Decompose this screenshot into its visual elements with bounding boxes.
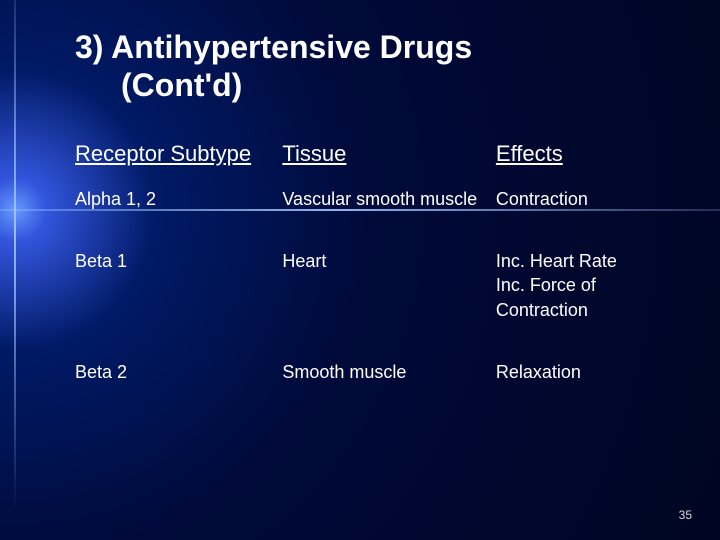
cell-tissue: Vascular smooth muscle	[282, 177, 496, 239]
title-line-2: (Cont'd)	[75, 66, 685, 104]
cell-tissue: Heart	[282, 239, 496, 350]
cell-receptor: Alpha 1, 2	[75, 177, 282, 239]
col-header-receptor: Receptor Subtype	[75, 137, 282, 177]
title-line-1: 3) Antihypertensive Drugs	[75, 28, 685, 66]
page-number: 35	[679, 508, 692, 522]
cell-effects: Inc. Heart RateInc. Force of Contraction	[496, 239, 685, 350]
col-header-tissue: Tissue	[282, 137, 496, 177]
slide-title: 3) Antihypertensive Drugs (Cont'd)	[75, 28, 685, 105]
cell-effects: Relaxation	[496, 350, 685, 412]
table-row: Beta 1 Heart Inc. Heart RateInc. Force o…	[75, 239, 685, 350]
col-header-effects: Effects	[496, 137, 685, 177]
table-row: Beta 2 Smooth muscle Relaxation	[75, 350, 685, 412]
cell-tissue: Smooth muscle	[282, 350, 496, 412]
table-header-row: Receptor Subtype Tissue Effects	[75, 137, 685, 177]
cell-receptor: Beta 1	[75, 239, 282, 350]
slide: 3) Antihypertensive Drugs (Cont'd) Recep…	[0, 0, 720, 540]
cell-receptor: Beta 2	[75, 350, 282, 412]
table-row: Alpha 1, 2 Vascular smooth muscle Contra…	[75, 177, 685, 239]
receptor-table: Receptor Subtype Tissue Effects Alpha 1,…	[75, 137, 685, 412]
cell-effects: Contraction	[496, 177, 685, 239]
